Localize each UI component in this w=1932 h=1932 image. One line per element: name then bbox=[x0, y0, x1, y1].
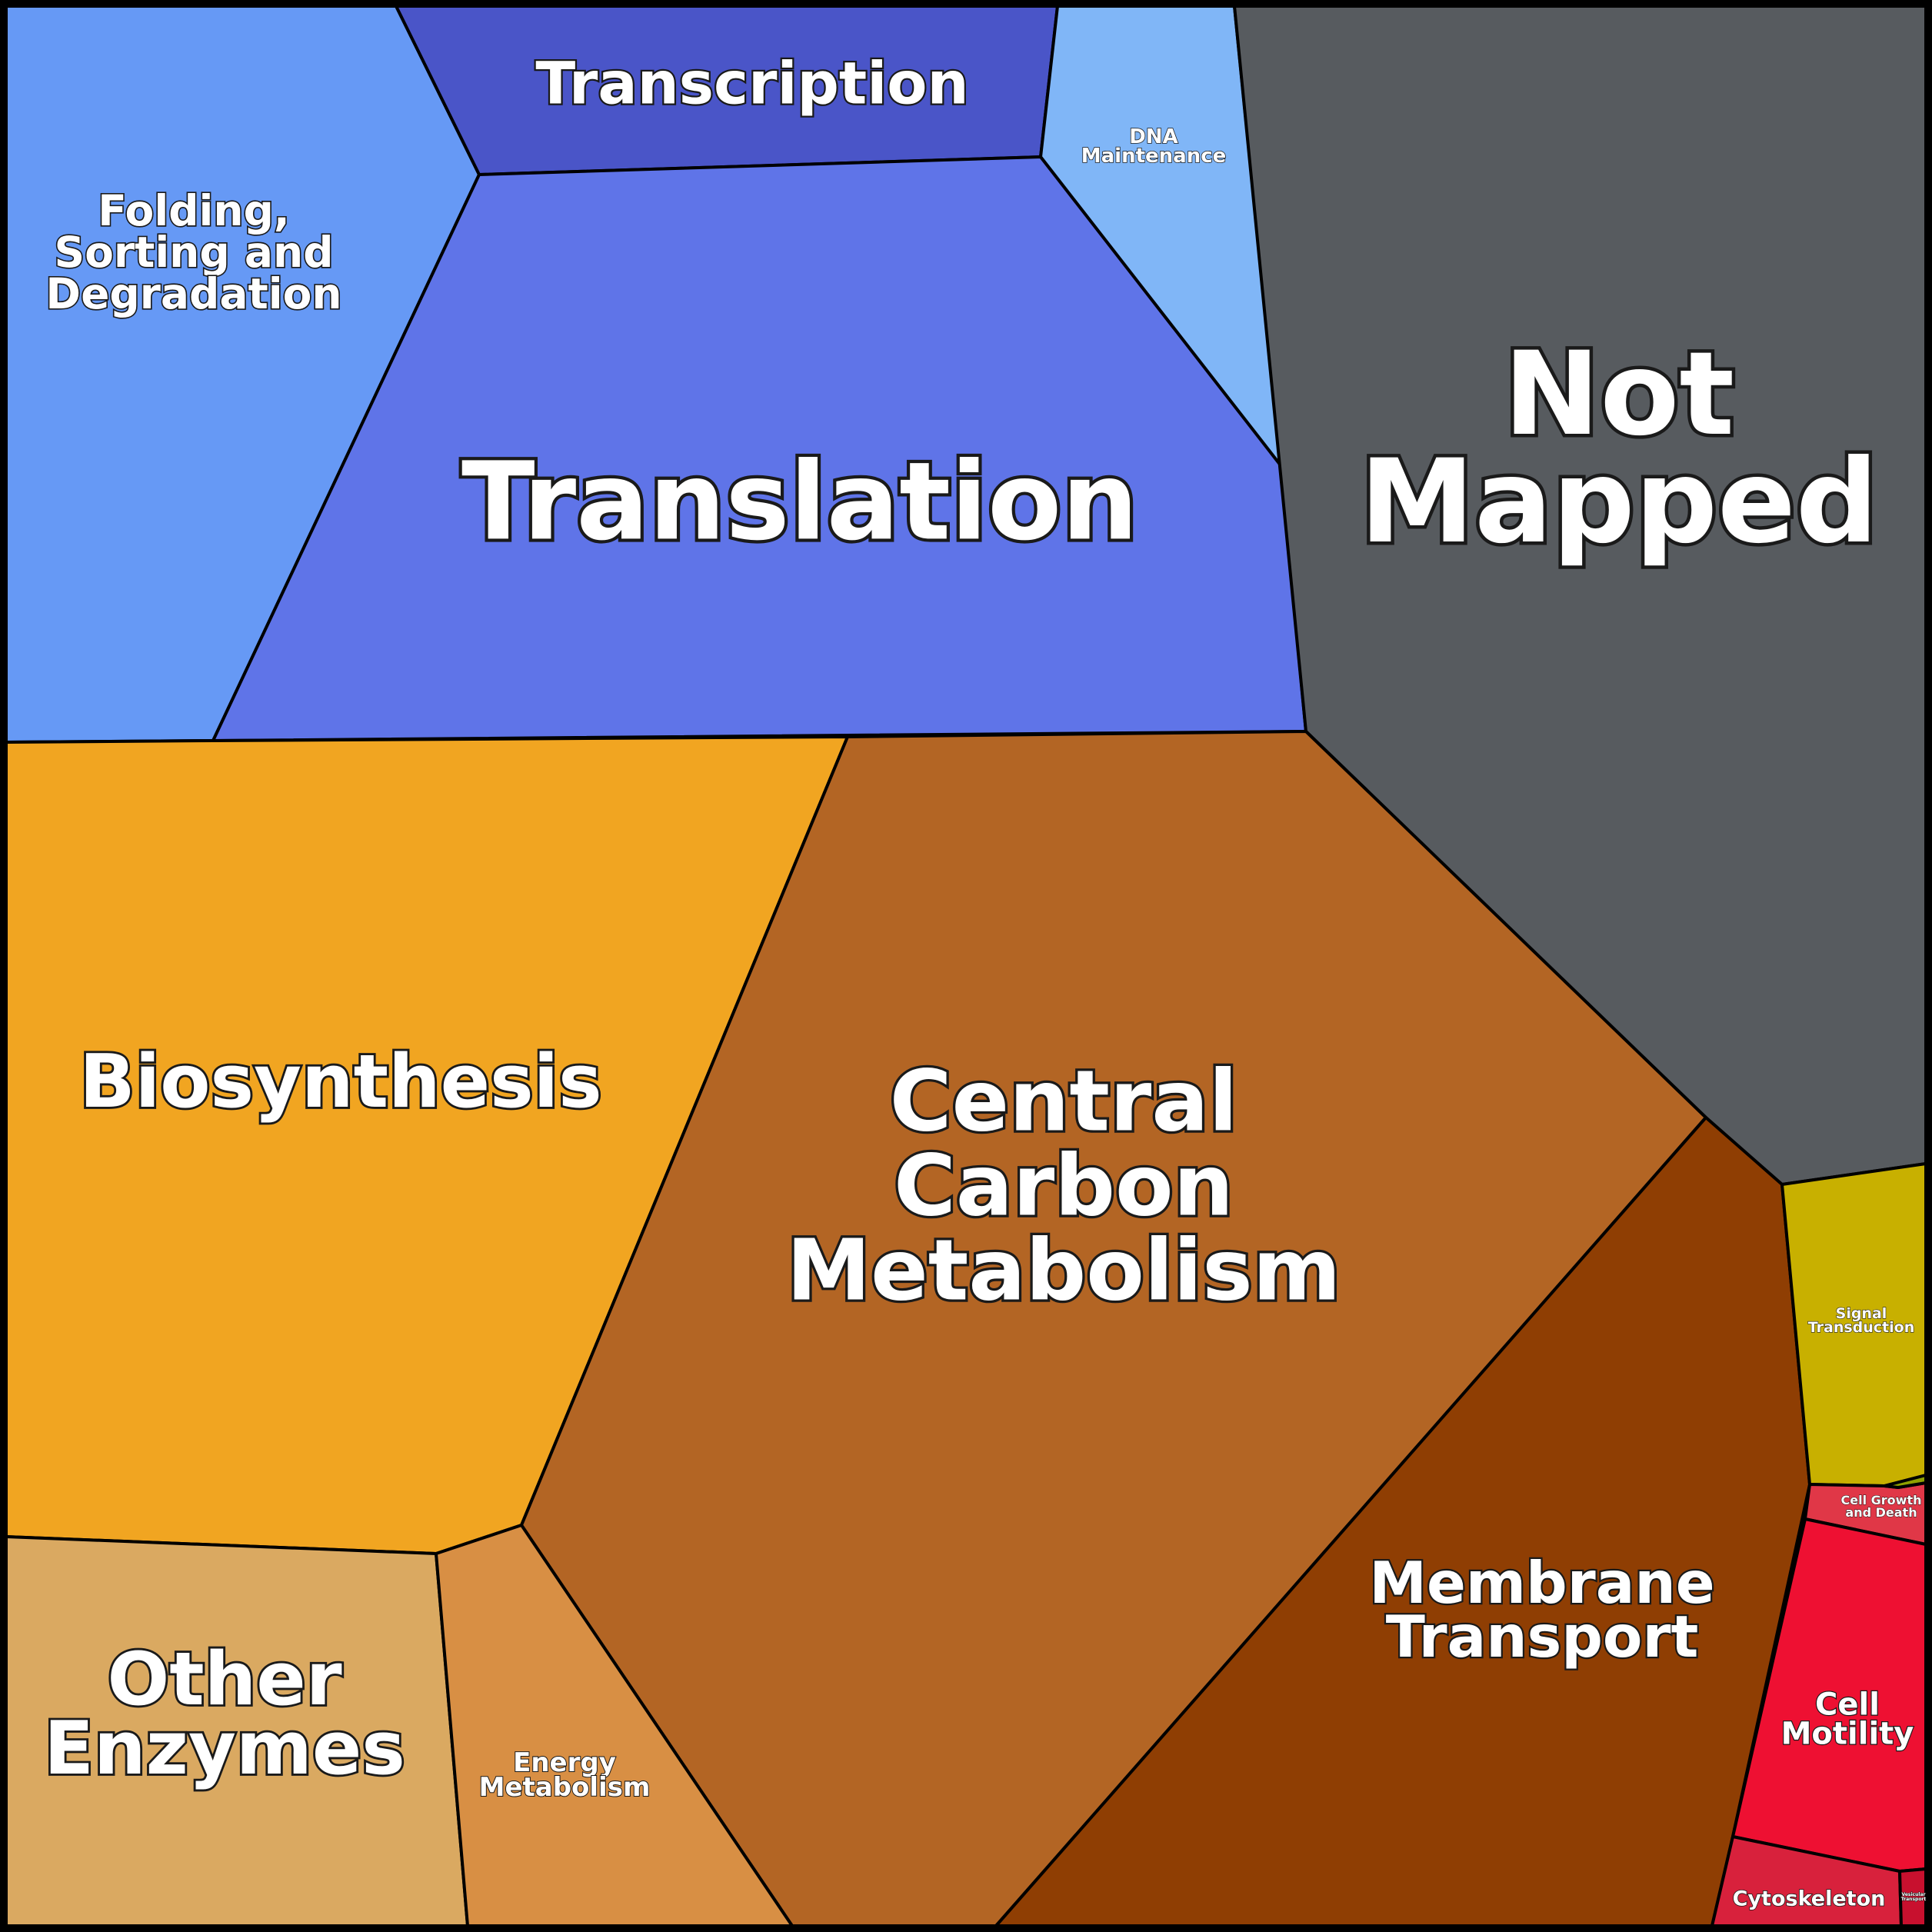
label-not-mapped-line: Not bbox=[1504, 328, 1734, 461]
label-membrane-transport: Membrane Transport bbox=[1369, 1549, 1714, 1671]
label-membrane-transport-line: Membrane bbox=[1369, 1549, 1714, 1617]
label-transcription-line: Transcription bbox=[535, 48, 968, 117]
label-other-enzymes-line: Other bbox=[107, 1637, 341, 1722]
label-vesicular-transport-line: Vesicular bbox=[1902, 1892, 1926, 1897]
label-dna-maintenance-line: Maintenance bbox=[1081, 145, 1227, 168]
label-folding-line: Degradation bbox=[45, 269, 341, 318]
label-cell-motility-line: Cell bbox=[1815, 1687, 1880, 1722]
label-central-carbon-line: Metabolism bbox=[787, 1221, 1341, 1320]
label-dna-maintenance: DNA Maintenance bbox=[1081, 125, 1227, 168]
label-folding-line: Folding, bbox=[98, 186, 290, 235]
label-vesicular-transport: Vesicular Transport bbox=[1901, 1892, 1927, 1902]
label-translation: Translation bbox=[461, 439, 1138, 565]
label-translation-line: Translation bbox=[461, 439, 1138, 565]
label-central-carbon: Central Carbon Metabolism bbox=[787, 1052, 1341, 1320]
label-cytoskeleton-line: Cytoskeleton bbox=[1733, 1887, 1886, 1911]
label-not-mapped: Not Mapped bbox=[1360, 328, 1878, 569]
label-cell-growth-line: Cell Growth bbox=[1841, 1493, 1922, 1507]
label-transcription: Transcription bbox=[535, 48, 968, 117]
label-membrane-transport-line: Transport bbox=[1386, 1603, 1699, 1671]
label-signal-transduction: Signal Transduction bbox=[1808, 1305, 1914, 1336]
label-central-carbon-line: Central bbox=[890, 1052, 1237, 1151]
label-not-mapped-line: Mapped bbox=[1360, 435, 1878, 569]
label-biosynthesis-line: Biosynthesis bbox=[79, 1040, 601, 1124]
label-cell-motility-line: Motility bbox=[1781, 1716, 1914, 1751]
label-energy-metabolism-line: Energy bbox=[513, 1747, 616, 1778]
label-cytoskeleton: Cytoskeleton bbox=[1733, 1887, 1886, 1911]
label-other-enzymes: Other Enzymes bbox=[44, 1637, 405, 1791]
label-signal-transduction-line: Transduction bbox=[1808, 1319, 1914, 1336]
label-biosynthesis: Biosynthesis bbox=[79, 1040, 601, 1124]
label-central-carbon-line: Carbon bbox=[894, 1137, 1234, 1235]
label-dna-maintenance-line: DNA bbox=[1129, 125, 1178, 148]
label-other-enzymes-line: Enzymes bbox=[44, 1707, 405, 1791]
label-folding-line: Sorting and bbox=[55, 228, 334, 277]
label-cell-motility: Cell Motility bbox=[1781, 1687, 1914, 1751]
label-cell-growth-line: and Death bbox=[1845, 1505, 1917, 1520]
label-signal-transduction-line: Signal bbox=[1836, 1305, 1887, 1322]
label-folding: Folding, Sorting and Degradation bbox=[45, 186, 341, 318]
label-energy-metabolism: Energy Metabolism bbox=[479, 1747, 651, 1803]
label-energy-metabolism-line: Metabolism bbox=[479, 1772, 651, 1803]
label-cell-growth: Cell Growth and Death bbox=[1841, 1493, 1922, 1520]
label-vesicular-transport-line: Transport bbox=[1901, 1897, 1927, 1902]
